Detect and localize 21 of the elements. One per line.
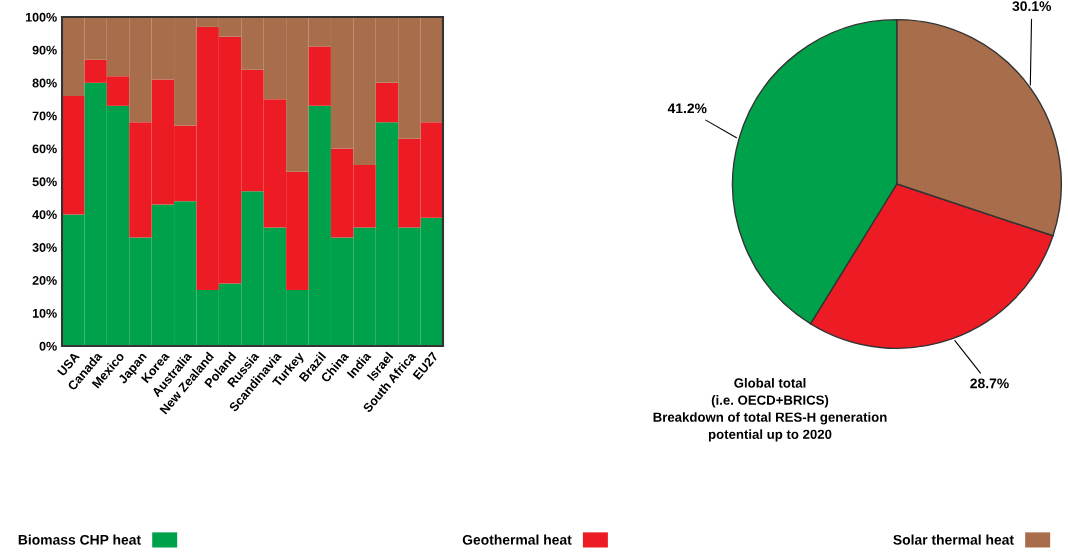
- y-tick-label: 20%: [32, 276, 57, 285]
- bar: [308, 46, 331, 106]
- legend-label: Biomass CHP heat: [18, 534, 141, 545]
- y-tick-label: 60%: [32, 144, 57, 154]
- y-tick-label: 0%: [39, 341, 57, 351]
- y-tick-label: 50%: [32, 177, 57, 187]
- data-label: 41.2%: [667, 103, 707, 114]
- bar: [375, 82, 399, 123]
- y-tick-label: 40%: [32, 210, 57, 220]
- y-tick-label: 10%: [32, 308, 57, 318]
- y-tick-label: 70%: [32, 111, 57, 121]
- legend-label: Geothermal heat: [462, 534, 572, 545]
- text: Global total (i.e. OECD+BRICS) Breakdown of total RES-H generation potential up to 2020: [653, 378, 887, 442]
- y-tick-label: 30%: [32, 243, 57, 252]
- y-tick-label: 100%: [25, 12, 57, 22]
- y-tick-label: 90%: [32, 45, 57, 55]
- legend-label: Solar thermal heat: [893, 534, 1014, 545]
- y-tick-label: 80%: [32, 78, 57, 88]
- data-label: 30.1%: [1012, 1, 1052, 12]
- data-label: 28.7%: [970, 378, 1009, 389]
- bar: [62, 95, 85, 215]
